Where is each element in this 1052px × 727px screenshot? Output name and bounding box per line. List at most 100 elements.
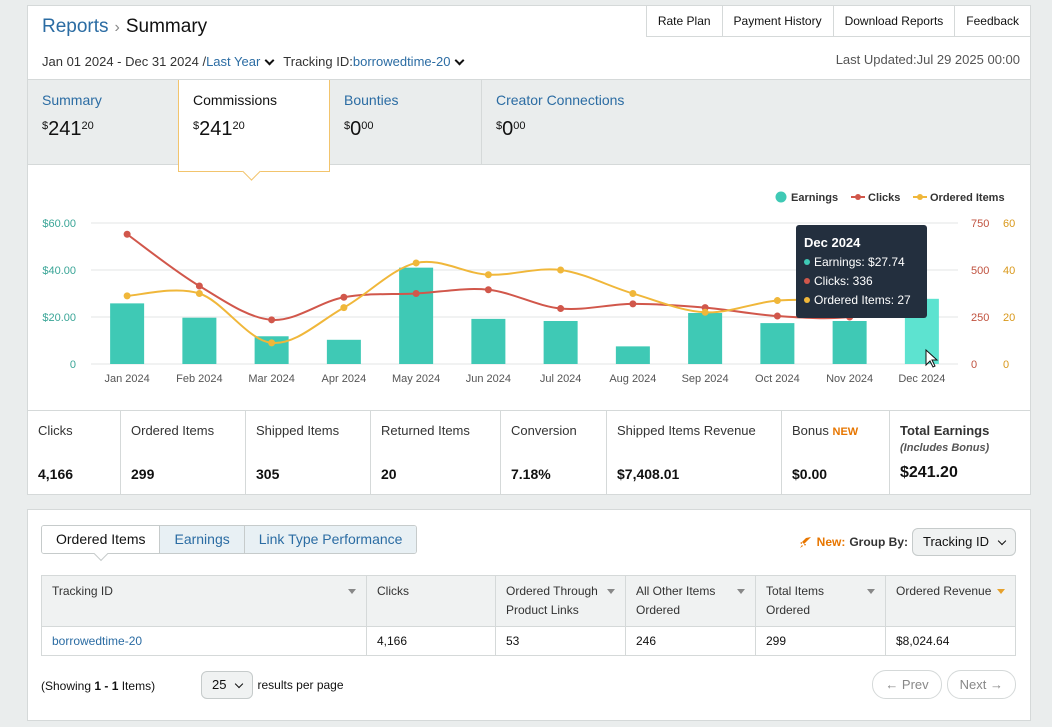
bar-nov-2024 — [832, 320, 867, 364]
right-axis-tick: 0 — [971, 359, 977, 371]
page-title: Summary — [125, 16, 208, 37]
tab-commissions[interactable]: Commissions $24120 — [178, 80, 330, 172]
last-updated: Last Updated:Jul 29 2025 00:00 — [835, 52, 1020, 67]
showing-count: (Showing 1 - 1 Items) — [41, 679, 156, 693]
legend-label: Ordered Items — [930, 192, 1005, 204]
group-by-select[interactable]: Tracking ID — [912, 528, 1016, 556]
payment-history-link[interactable]: Payment History — [723, 6, 834, 36]
sort-icon[interactable] — [737, 589, 745, 594]
tab-link-type-performance[interactable]: Link Type Performance — [243, 526, 417, 553]
clicks-point — [629, 300, 637, 308]
pagination: ← Prev Next → — [867, 670, 1016, 699]
metric-conversion: Conversion 7.18% — [501, 411, 607, 494]
clicks-point — [412, 290, 420, 297]
col-clicks[interactable]: Clicks — [366, 575, 496, 627]
bar-jan-2024 — [110, 303, 145, 364]
tab-amount: $000 — [496, 118, 526, 140]
ordered-items-point — [195, 290, 203, 297]
tab-bounties[interactable]: Bounties $000 — [330, 80, 482, 165]
left-axis-tick: $20.00 — [42, 312, 76, 324]
col-all-other-items[interactable]: All Other Items Ordered — [625, 575, 756, 627]
tooltip-title: Dec 2024 — [804, 235, 861, 250]
tab-creator-connections[interactable]: Creator Connections $000 — [482, 80, 682, 165]
metric-shipped-items: Shipped Items 305 — [246, 411, 371, 494]
tracking-id-dropdown[interactable]: borrowedtime-20 — [352, 54, 451, 69]
right-axis-tick: 20 — [1003, 312, 1015, 324]
clicks-point — [123, 230, 131, 238]
prev-button[interactable]: ← Prev — [872, 670, 942, 699]
right-axis-tick: 0 — [1003, 359, 1009, 371]
col-ordered-through-links[interactable]: Ordered Through Product Links — [495, 575, 626, 627]
clicks-point — [484, 286, 492, 294]
cell-tracking-id[interactable]: borrowedtime-20 — [41, 626, 367, 656]
clicks-point — [340, 293, 348, 301]
metrics-row: Clicks 4,166 Ordered Items 299 Shipped Ite… — [28, 410, 1030, 494]
new-badge: NEW — [832, 426, 859, 438]
cell-total-items: 299 — [755, 626, 886, 656]
cell-ordered-through: 53 — [495, 626, 626, 656]
earnings-chart: $60.00 750 60 $40.00 500 40 $20.00 250 20 0 0 0 Jan … — [42, 191, 1015, 385]
tracking-id-link[interactable]: borrowedtime-20 — [52, 634, 143, 648]
ordered-items-point — [557, 266, 565, 274]
x-axis-tick: Sep 2024 — [682, 373, 729, 385]
tab-amount: $000 — [344, 118, 374, 140]
next-button[interactable]: Next → — [946, 670, 1016, 699]
filter-bar: Jan 01 2024 - Dec 31 2024 / Last Year Tr… — [42, 54, 473, 69]
chevron-down-icon[interactable] — [264, 55, 275, 65]
chevron-down-icon — [235, 679, 244, 688]
right-axis-tick: 750 — [971, 218, 989, 230]
cell-all-other: 246 — [625, 626, 756, 656]
left-axis-tick: $60.00 — [42, 218, 76, 230]
ordered-items-point — [268, 339, 276, 347]
tab-label: Commissions — [193, 92, 278, 108]
col-ordered-revenue[interactable]: Ordered Revenue — [885, 575, 1016, 627]
breadcrumb-reports-link[interactable]: Reports — [42, 16, 109, 37]
ordered-items-point — [773, 297, 781, 305]
table-row: borrowedtime-20 4,166 53 246 299 $8,024.… — [41, 626, 1016, 656]
date-preset-dropdown[interactable]: Last Year — [206, 54, 261, 69]
bar-jul-2024 — [543, 320, 578, 364]
report-summary-panel: Reports › Summary Rate Plan Payment Histor… — [27, 5, 1031, 495]
bar-jun-2024 — [471, 318, 506, 364]
right-axis-tick: 40 — [1003, 265, 1015, 277]
tooltip-clicks: Clicks: 336 — [804, 272, 919, 291]
clicks-point — [773, 312, 781, 320]
new-label: New: — [816, 535, 846, 549]
rate-plan-link[interactable]: Rate Plan — [647, 6, 723, 36]
cell-clicks: 4,166 — [366, 626, 496, 656]
tab-amount: $24120 — [193, 118, 245, 140]
right-axis-tick: 500 — [971, 265, 989, 277]
sort-icon[interactable] — [348, 589, 356, 594]
sort-icon[interactable] — [867, 589, 875, 594]
download-reports-link[interactable]: Download Reports — [834, 6, 956, 36]
bar-oct-2024 — [760, 323, 795, 364]
sort-icon[interactable] — [607, 589, 615, 594]
col-total-items[interactable]: Total Items Ordered — [755, 575, 886, 627]
bar-aug-2024 — [615, 346, 650, 364]
group-by: New: Group By: Tracking ID — [799, 528, 1016, 556]
metric-total-earnings: Total Earnings (Includes Bonus) $241.20 — [900, 423, 990, 481]
metric-returned-items: Returned Items 20 — [371, 411, 501, 494]
legend-label: Earnings — [791, 192, 838, 204]
left-axis-tick: $40.00 — [42, 265, 76, 277]
divider — [481, 80, 482, 165]
chevron-down-icon — [997, 536, 1007, 545]
bar-may-2024 — [399, 267, 434, 364]
x-axis-tick: May 2024 — [392, 373, 440, 385]
right-axis-tick: 250 — [971, 312, 989, 324]
sort-icon[interactable] — [997, 589, 1005, 594]
tab-summary[interactable]: Summary $24120 — [28, 80, 178, 165]
col-tracking-id[interactable]: Tracking ID — [41, 575, 367, 627]
feedback-link[interactable]: Feedback — [966, 14, 1019, 28]
cell-ordered-revenue: $8,024.64 — [885, 626, 1016, 656]
per-page: 25 results per page — [201, 671, 344, 699]
tab-label: Summary — [42, 92, 102, 108]
tab-earnings[interactable]: Earnings — [159, 526, 244, 553]
group-by-label: Group By: — [849, 535, 909, 549]
breadcrumb-separator: › — [114, 19, 120, 36]
per-page-select[interactable]: 25 — [201, 671, 254, 699]
x-axis-tick: Feb 2024 — [176, 373, 222, 385]
ordered-items-point — [629, 290, 637, 297]
chevron-down-icon[interactable] — [454, 55, 465, 65]
bar-sep-2024 — [688, 313, 723, 364]
